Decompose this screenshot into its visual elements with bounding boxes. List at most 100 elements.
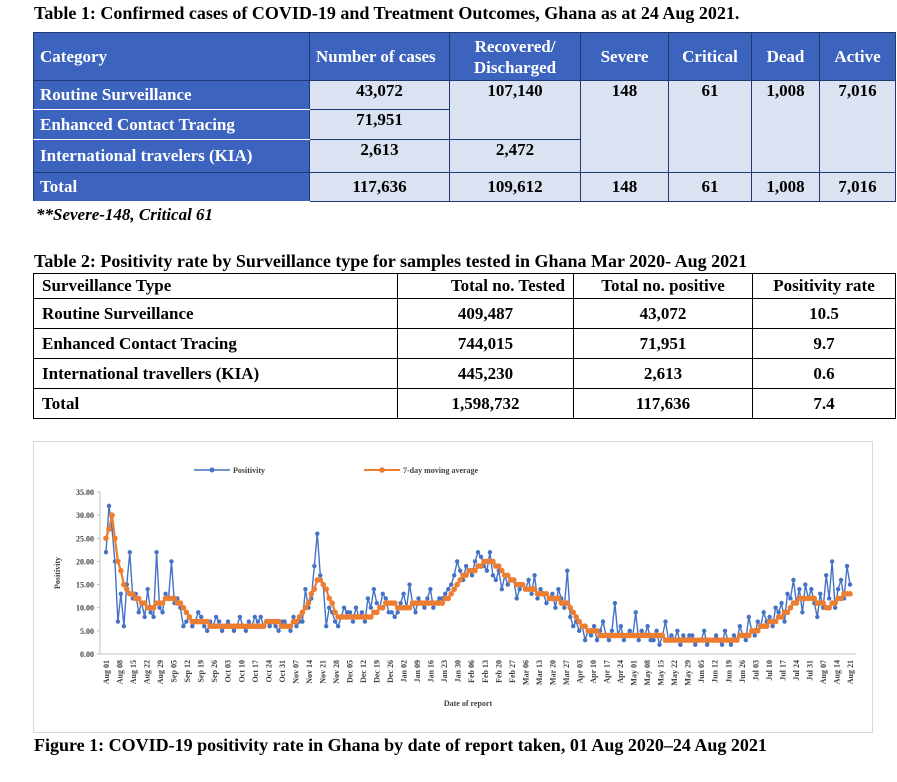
moving-average-point	[293, 618, 300, 625]
legend-moving-average-marker	[379, 467, 385, 473]
positivity-point	[612, 600, 618, 606]
positivity-point	[487, 549, 493, 555]
x-tick-label: Oct 10	[237, 660, 246, 682]
positivity-point	[514, 596, 519, 601]
positivity-point	[743, 637, 749, 643]
x-tick-label: Nov 21	[318, 660, 327, 684]
positivity-point	[818, 591, 823, 597]
y-tick-label: 20.00	[76, 557, 94, 566]
positivity-point	[291, 614, 296, 620]
moving-average-point	[260, 623, 267, 630]
positivity-point	[463, 563, 469, 569]
moving-average-point	[103, 535, 109, 542]
positivity-point	[202, 624, 207, 629]
positivity-point	[809, 587, 814, 592]
x-tick-label: Nov 14	[305, 660, 314, 684]
positivity-point	[526, 577, 531, 583]
x-tick-label: Jan 30	[454, 660, 463, 682]
t1-header-number: Number of cases	[309, 32, 450, 81]
positivity-point	[800, 610, 805, 615]
positivity-point	[529, 591, 534, 597]
t1-cell-critical: 61	[668, 80, 752, 173]
legend-moving-average-label: 7-day moving average	[403, 466, 479, 475]
positivity-point	[829, 559, 835, 564]
positivity-point	[365, 596, 371, 601]
moving-average-point	[576, 618, 582, 625]
moving-average-point	[746, 632, 752, 639]
moving-average-point	[406, 604, 413, 611]
x-tick-label: Mar 20	[548, 660, 557, 685]
positivity-point	[606, 637, 612, 643]
y-tick-label: 35.00	[76, 488, 94, 497]
t2-header: Total no. Tested	[397, 273, 574, 299]
positivity-point	[847, 582, 853, 587]
t1-total-dead: 1,008	[751, 172, 820, 202]
positivity-point	[675, 628, 680, 634]
positivity-point	[556, 587, 561, 592]
t1-total-recovered: 109,612	[449, 172, 581, 202]
positivity-point	[767, 614, 772, 620]
moving-average-point	[820, 600, 827, 606]
positivity-point	[398, 600, 403, 606]
positivity-point	[353, 605, 359, 610]
positivity-point	[618, 624, 624, 629]
moving-average-point	[504, 572, 511, 579]
positivity-point	[196, 610, 201, 615]
positivity-point	[785, 591, 790, 597]
x-tick-label: Jun 12	[711, 660, 720, 683]
moving-average-point	[478, 563, 484, 569]
t2-cell: Routine Surveillance	[33, 298, 398, 329]
positivity-point	[359, 610, 365, 615]
t2-cell: 43,072	[573, 298, 753, 329]
t1-total-label: Total	[33, 172, 310, 202]
positivity-point	[493, 577, 499, 583]
x-tick-label: Jun 26	[738, 660, 747, 683]
moving-average-point	[311, 586, 318, 592]
x-tick-label: Jul 10	[765, 660, 774, 681]
moving-average-point	[454, 581, 460, 588]
x-tick-label: Aug 07	[819, 660, 828, 684]
positivity-point	[422, 605, 427, 610]
x-tick-label: May 22	[670, 660, 679, 686]
positivity-point	[225, 619, 231, 624]
moving-average-point	[159, 600, 166, 606]
positivity-point	[332, 619, 338, 624]
moving-average-point	[499, 567, 505, 574]
moving-average-point	[299, 609, 306, 616]
moving-average-point	[177, 600, 184, 606]
moving-average-point	[472, 567, 478, 574]
t1-header-recovered: Recovered/ Discharged	[449, 32, 581, 81]
moving-average-point	[457, 577, 463, 583]
positivity-point	[582, 637, 588, 643]
moving-average-point	[320, 581, 327, 588]
positivity-point	[755, 619, 760, 624]
table-row: Total 1,598,732 117,636 7.4	[33, 388, 896, 419]
positivity-point	[243, 628, 249, 634]
t1-cell-number: 2,613	[309, 139, 450, 173]
t1-cell-active: 7,016	[819, 80, 896, 173]
x-tick-label: Jul 03	[751, 660, 760, 681]
moving-average-point	[763, 623, 770, 630]
t1-header-dead: Dead	[751, 32, 820, 81]
positivity-point	[300, 619, 305, 624]
moving-average-point	[124, 586, 130, 592]
t2-cell: Enhanced Contact Tracing	[33, 328, 398, 359]
positivity-point	[788, 596, 793, 601]
t2-cell: 445,230	[397, 358, 574, 389]
positivity-point	[469, 573, 475, 578]
moving-average-point	[183, 609, 190, 616]
positivity-point	[425, 596, 430, 601]
moving-average-point	[847, 591, 853, 597]
positivity-point	[380, 591, 385, 597]
positivity-point	[562, 605, 567, 610]
moving-average-point	[734, 637, 740, 643]
moving-average-point	[659, 632, 666, 639]
x-tick-label: Apr 17	[603, 660, 612, 684]
positivity-point	[746, 614, 752, 620]
t2-cell: Total	[33, 388, 398, 419]
moving-average-point	[570, 609, 577, 616]
table1-note: **Severe-148, Critical 61	[36, 205, 214, 224]
t2-header: Surveillance Type	[33, 273, 398, 299]
moving-average-point	[112, 535, 118, 542]
positivity-point	[252, 614, 257, 620]
